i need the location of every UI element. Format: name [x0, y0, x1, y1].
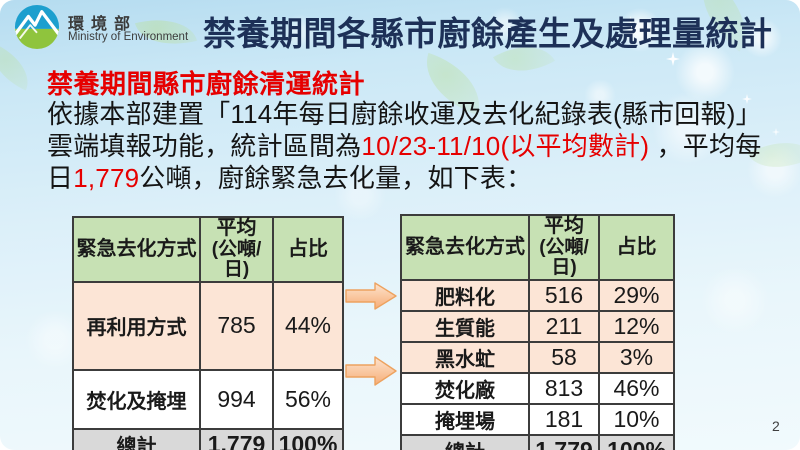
row-percent: 29% — [598, 278, 675, 312]
row-label: 生質能 — [400, 309, 530, 343]
table-total-row: 總計 1,779 100% — [400, 433, 675, 450]
row-value: 516 — [528, 278, 600, 312]
header-average-line2: (公噸/日) — [211, 238, 262, 281]
row-percent: 12% — [598, 309, 675, 343]
table-row: 生質能 211 12% — [400, 309, 675, 343]
row-label: 黑水虻 — [400, 340, 530, 374]
row-percent: 44% — [272, 280, 344, 371]
paragraph-segment-highlight: 10/23-11/10(以平均數計) — [361, 131, 650, 162]
row-percent: 3% — [598, 340, 675, 374]
row-value: 785 — [199, 280, 274, 371]
paragraph-segment: 公噸，廚餘緊急去化量，如下表： — [139, 163, 533, 194]
header-cell-average: 平均 (公噸/日) — [528, 214, 600, 281]
flow-arrow-icon — [345, 356, 397, 386]
ministry-logo-icon — [14, 4, 60, 55]
table-row: 焚化及掩埋 994 56% — [72, 368, 344, 430]
page-title: 禁養期間各縣市廚餘產生及處理量統計 — [203, 15, 773, 52]
total-label: 總計 — [72, 427, 201, 450]
row-value: 211 — [528, 309, 600, 343]
total-percent: 100% — [598, 433, 675, 450]
total-percent: 100% — [272, 427, 344, 450]
row-label: 焚化廠 — [400, 371, 530, 405]
header-cell-method: 緊急去化方式 — [400, 214, 530, 281]
table-row: 肥料化 516 29% — [400, 278, 675, 312]
row-percent: 56% — [272, 368, 344, 430]
table-row: 焚化廠 813 46% — [400, 371, 675, 405]
row-value: 181 — [528, 402, 600, 436]
row-value: 813 — [528, 371, 600, 405]
paragraph-segment: ，平均每日 — [47, 131, 762, 194]
table-total-row: 總計 1,779 100% — [72, 427, 344, 450]
section-heading: 禁養期間縣市廚餘清運統計 — [47, 69, 366, 99]
org-name-zh: 環境部 — [68, 16, 138, 33]
table-header-row: 緊急去化方式 平均 (公噸/日) 占比 — [400, 214, 675, 281]
header-average-line2: (公噸/日) — [539, 236, 589, 279]
header-average-line1: 平均 — [216, 217, 257, 239]
table-row: 黑水虻 58 3% — [400, 340, 675, 374]
right-detail-table: 緊急去化方式 平均 (公噸/日) 占比 肥料化 516 29% 生質能 211 … — [400, 214, 675, 450]
row-label: 肥料化 — [400, 278, 530, 312]
sparkle-icon — [772, 128, 780, 136]
flow-arrow-icon — [345, 282, 397, 310]
row-label: 焚化及掩埋 — [72, 368, 201, 430]
header-cell-average: 平均 (公噸/日) — [199, 216, 274, 283]
table-row: 再利用方式 785 44% — [72, 280, 344, 371]
table-header-row: 緊急去化方式 平均 (公噸/日) 占比 — [72, 216, 344, 283]
body-paragraph: 依據本部建置「114年每日廚餘收運及去化紀錄表(縣市回報)」雲端填報功能，統計區… — [47, 98, 765, 195]
total-value: 1,779 — [199, 427, 274, 450]
org-name-en: Ministry of Environment — [68, 31, 189, 43]
row-percent: 46% — [598, 371, 675, 405]
left-summary-table: 緊急去化方式 平均 (公噸/日) 占比 再利用方式 785 44% 焚化及掩埋 … — [72, 216, 344, 450]
paragraph-segment: 依據本部建置「114年每日廚餘收運及去化紀錄表(縣市回報)」雲端填報功能，統計區… — [47, 99, 762, 162]
row-label: 掩埋場 — [400, 402, 530, 436]
total-value: 1,779 — [528, 433, 600, 450]
row-value: 994 — [199, 368, 274, 430]
page-number: 2 — [772, 418, 780, 434]
paragraph-segment-highlight: 1,779 — [73, 163, 140, 194]
row-percent: 10% — [598, 402, 675, 436]
row-value: 58 — [528, 340, 600, 374]
table-row: 掩埋場 181 10% — [400, 402, 675, 436]
total-label: 總計 — [400, 433, 530, 450]
header-cell-share: 占比 — [272, 216, 344, 283]
header-cell-method: 緊急去化方式 — [72, 216, 201, 283]
header-cell-share: 占比 — [598, 214, 675, 281]
row-label: 再利用方式 — [72, 280, 201, 371]
header-average-line1: 平均 — [544, 215, 584, 237]
